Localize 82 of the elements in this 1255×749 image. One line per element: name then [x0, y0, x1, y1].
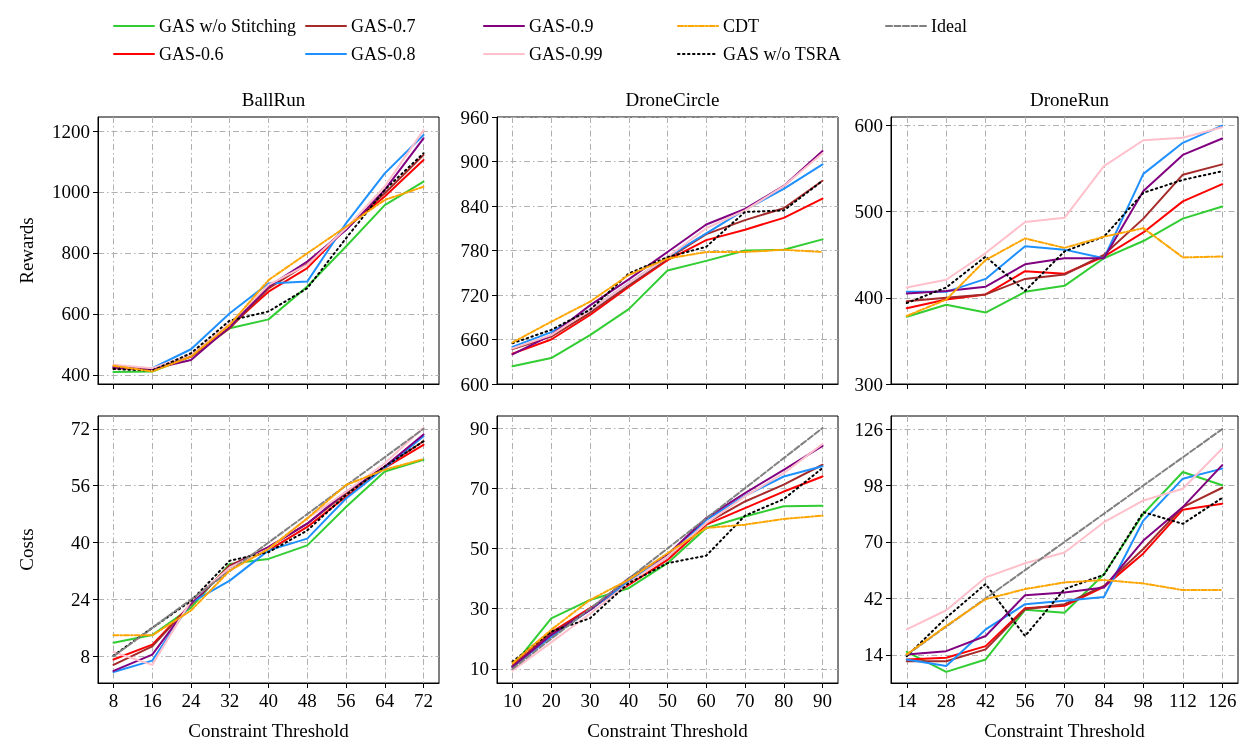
y-tick-label: 8 [80, 645, 90, 667]
y-tick-label: 720 [460, 284, 489, 306]
y-tick-label: 90 [470, 417, 489, 439]
line-series [905, 428, 1224, 656]
legend-label: CDT [723, 16, 759, 36]
x-tick-label: 8 [108, 690, 119, 711]
x-tick-label: 24 [181, 690, 201, 711]
x-tick-label: 84 [1094, 690, 1114, 711]
x-tick-label: 10 [503, 690, 522, 711]
y-tick-label: 70 [864, 531, 883, 553]
x-tick-label: 50 [658, 690, 677, 711]
x-tick-label: 70 [735, 690, 755, 711]
x-tick-label: 90 [813, 690, 832, 711]
y-tick-label: 14 [864, 644, 884, 666]
y-tick-label: 300 [854, 373, 883, 395]
y-tick-label: 30 [470, 598, 489, 620]
y-tick-label: 600 [61, 303, 90, 325]
chart-title: BallRun [241, 89, 306, 110]
x-tick-label: 70 [1055, 690, 1074, 711]
x-tick-label: 20 [541, 690, 561, 711]
chart-title: DroneCircle [625, 89, 720, 110]
x-tick-label: 40 [259, 690, 278, 711]
legend-label: GAS w/o TSRA [723, 44, 841, 64]
x-axis-title: Constraint Threshold [188, 720, 350, 741]
y-tick-label: 72 [71, 418, 90, 440]
chart-title: DroneRun [1029, 89, 1110, 110]
x-tick-label: 126 [1207, 690, 1237, 711]
x-tick-label: 80 [774, 690, 794, 711]
y-tick-label: 42 [864, 587, 883, 609]
y-tick-label: 1200 [52, 120, 90, 142]
legend-label: GAS-0.8 [351, 44, 416, 64]
legend-label: GAS-0.7 [351, 16, 416, 36]
y-tick-label: 800 [61, 242, 90, 264]
y-tick-label: 840 [460, 195, 489, 217]
y-tick-label: 50 [470, 537, 489, 559]
y-tick-label: 960 [460, 106, 489, 128]
line-series [511, 248, 824, 344]
x-axis-title: Constraint Threshold [984, 720, 1146, 741]
y-axis-title: Costs [16, 528, 37, 571]
x-tick-label: 42 [976, 690, 996, 711]
y-tick-label: 660 [460, 329, 489, 350]
y-tick-label: 600 [460, 373, 489, 395]
line-series [905, 227, 1224, 317]
y-tick-label: 400 [854, 287, 883, 309]
y-tick-label: 500 [854, 201, 883, 223]
y-tick-label: 98 [864, 475, 883, 497]
x-tick-label: 16 [142, 690, 162, 711]
legend-label: GAS-0.6 [159, 44, 224, 64]
x-tick-label: 60 [696, 690, 716, 711]
x-tick-label: 72 [414, 690, 433, 711]
y-tick-label: 56 [71, 475, 90, 497]
y-tick-label: 10 [470, 658, 489, 680]
x-tick-label: 40 [619, 690, 639, 711]
y-tick-label: 70 [470, 477, 489, 499]
x-tick-label: 30 [580, 690, 600, 711]
legend-label: Ideal [931, 16, 967, 36]
y-tick-label: 600 [854, 115, 883, 137]
line-series [905, 579, 1224, 656]
line-series [511, 238, 824, 368]
x-tick-label: 14 [897, 690, 917, 711]
y-tick-label: 780 [460, 240, 489, 261]
x-tick-label: 48 [297, 690, 317, 711]
y-tick-label: 400 [61, 364, 90, 386]
x-axis-title: Constraint Threshold [587, 720, 749, 741]
y-axis-title: Rewards [16, 217, 37, 284]
x-tick-label: 28 [936, 690, 956, 711]
x-tick-label: 32 [220, 690, 240, 711]
legend-label: GAS-0.99 [529, 44, 603, 64]
x-tick-label: 98 [1133, 690, 1153, 711]
x-tick-label: 56 [1015, 690, 1035, 711]
line-series [905, 205, 1224, 318]
legend-label: GAS-0.9 [529, 16, 594, 36]
x-tick-label: 112 [1168, 690, 1197, 711]
legend-label: GAS w/o Stitching [159, 16, 297, 36]
y-tick-label: 24 [71, 588, 91, 610]
y-tick-label: 126 [854, 418, 883, 440]
line-series [905, 447, 1224, 631]
y-tick-label: 40 [71, 532, 90, 554]
y-tick-label: 1000 [52, 181, 90, 203]
y-tick-label: 900 [460, 151, 489, 172]
x-tick-label: 64 [375, 690, 395, 711]
x-tick-label: 56 [336, 690, 356, 711]
